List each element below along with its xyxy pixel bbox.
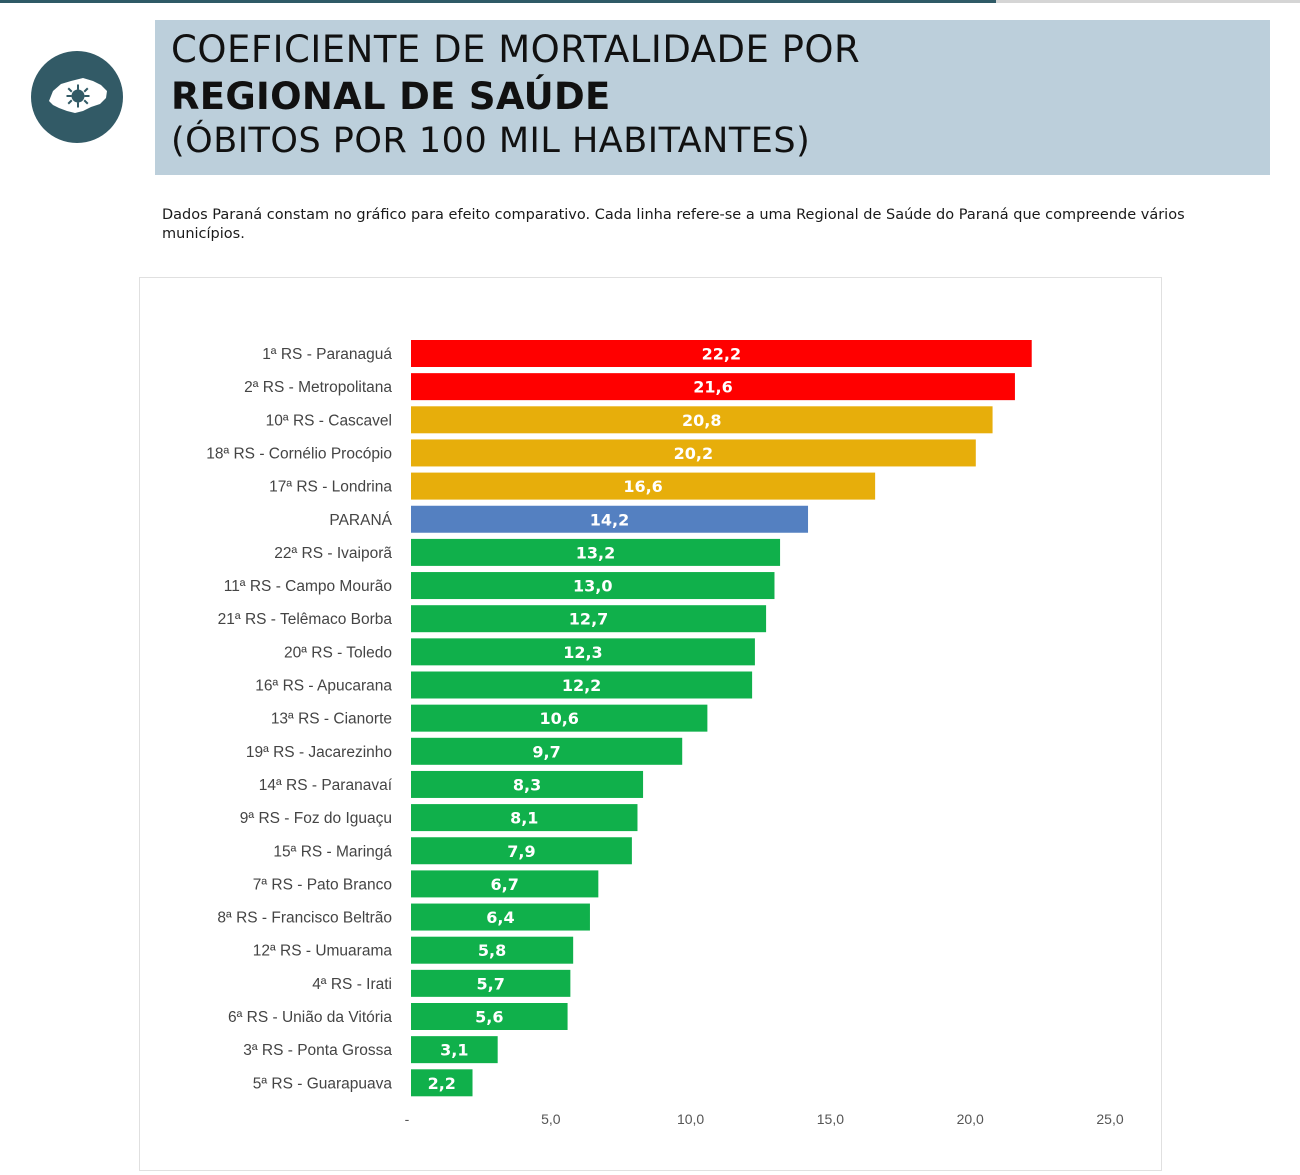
category-label: 15ª RS - Maringá xyxy=(273,843,392,860)
value-label: 22,2 xyxy=(702,345,741,364)
title-banner: COEFICIENTE DE MORTALIDADE POR REGIONAL … xyxy=(155,20,1270,175)
category-label: 16ª RS - Apucarana xyxy=(255,678,392,695)
x-tick-label: 15,0 xyxy=(817,1111,844,1127)
title-line-1: COEFICIENTE DE MORTALIDADE POR xyxy=(171,28,861,71)
mortality-bar-chart: 1ª RS - Paranaguá 22,2 2ª RS - Metropolita… xyxy=(206,340,1124,1127)
category-label: 6ª RS - União da Vitória xyxy=(228,1009,392,1026)
value-label: 2,2 xyxy=(428,1074,456,1093)
value-label: 3,1 xyxy=(440,1041,468,1060)
value-label: 7,9 xyxy=(507,842,535,861)
bar-1 xyxy=(411,340,1032,367)
bar-14 xyxy=(411,770,644,798)
bar-5 xyxy=(411,472,876,500)
bar-16 xyxy=(411,837,632,865)
value-label: 13,2 xyxy=(576,543,615,562)
chart-frame: 1ª RS - Paranaguá 22,2 2ª RS - Metropolita… xyxy=(139,277,1162,1171)
category-label: 21ª RS - Telêmaco Borba xyxy=(218,611,393,628)
value-label: 6,4 xyxy=(486,908,514,927)
bar-20 xyxy=(411,969,571,997)
category-label: 4ª RS - Irati xyxy=(312,976,392,993)
bar-8 xyxy=(411,572,775,600)
category-label: 8ª RS - Francisco Beltrão xyxy=(217,910,392,927)
category-label: 7ª RS - Pato Branco xyxy=(253,876,392,893)
value-label: 5,6 xyxy=(475,1008,503,1027)
value-label: 20,8 xyxy=(682,411,721,430)
bar-22 xyxy=(411,1036,498,1064)
category-label: PARANÁ xyxy=(329,512,392,529)
bar-2 xyxy=(411,373,1015,401)
bar-19 xyxy=(411,936,574,964)
category-label: 22ª RS - Ivaiporã xyxy=(274,545,392,562)
bar-21 xyxy=(411,1003,568,1030)
value-label: 14,2 xyxy=(590,510,629,529)
value-label: 12,7 xyxy=(569,610,608,629)
value-label: 20,2 xyxy=(674,444,713,463)
bar-6 xyxy=(411,505,809,533)
value-label: 8,1 xyxy=(510,809,538,828)
parana-map-virus-icon xyxy=(31,51,123,143)
category-label: 1ª RS - Paranaguá xyxy=(262,346,392,363)
category-label: 9ª RS - Foz do Iguaçu xyxy=(240,810,392,827)
value-label: 9,7 xyxy=(532,742,560,761)
category-label: 18ª RS - Cornélio Procópio xyxy=(206,445,392,462)
value-label: 21,6 xyxy=(693,378,732,397)
bar-4 xyxy=(411,439,976,467)
category-label: 20ª RS - Toledo xyxy=(284,644,392,661)
bar-13 xyxy=(411,737,683,765)
value-label: 5,8 xyxy=(478,941,506,960)
value-label: 10,6 xyxy=(539,709,578,728)
category-label: 13ª RS - Cianorte xyxy=(271,711,392,728)
bar-18 xyxy=(411,903,590,931)
top-light-rule xyxy=(996,0,1300,3)
x-tick-label: - xyxy=(405,1111,410,1127)
category-label: 14ª RS - Paranavaí xyxy=(259,777,393,794)
value-label: 5,7 xyxy=(477,974,505,993)
x-tick-label: 10,0 xyxy=(677,1111,704,1127)
category-label: 17ª RS - Londrina xyxy=(269,479,392,496)
value-label: 12,2 xyxy=(562,676,601,695)
category-label: 19ª RS - Jacarezinho xyxy=(246,744,392,761)
bar-17 xyxy=(411,870,599,898)
value-label: 6,7 xyxy=(490,875,518,894)
value-label: 12,3 xyxy=(563,643,602,662)
bar-7 xyxy=(411,538,781,566)
x-tick-label: 25,0 xyxy=(1096,1111,1123,1127)
bar-10 xyxy=(411,638,755,666)
bar-12 xyxy=(411,704,708,732)
bar-11 xyxy=(411,671,753,699)
bar-3 xyxy=(411,406,993,434)
x-tick-label: 20,0 xyxy=(957,1111,984,1127)
category-label: 3ª RS - Ponta Grossa xyxy=(243,1042,392,1059)
category-label: 10ª RS - Cascavel xyxy=(266,412,392,429)
category-label: 2ª RS - Metropolitana xyxy=(244,379,392,396)
top-accent-rule xyxy=(0,0,996,3)
category-label: 12ª RS - Umuarama xyxy=(253,943,393,960)
title-line-3: (ÓBITOS POR 100 MIL HABITANTES) xyxy=(171,121,811,161)
bar-23 xyxy=(411,1069,473,1097)
value-label: 16,6 xyxy=(623,477,662,496)
x-tick-label: 5,0 xyxy=(541,1111,561,1127)
explanatory-note: Dados Paraná constam no gráfico para efe… xyxy=(162,207,1185,242)
bar-15 xyxy=(411,804,638,832)
value-label: 8,3 xyxy=(513,775,541,794)
category-label: 5ª RS - Guarapuava xyxy=(253,1075,393,1092)
value-label: 13,0 xyxy=(573,577,612,596)
title-line-2: REGIONAL DE SAÚDE xyxy=(171,75,611,118)
category-label: 11ª RS - Campo Mourão xyxy=(224,578,392,595)
bar-9 xyxy=(411,605,767,633)
